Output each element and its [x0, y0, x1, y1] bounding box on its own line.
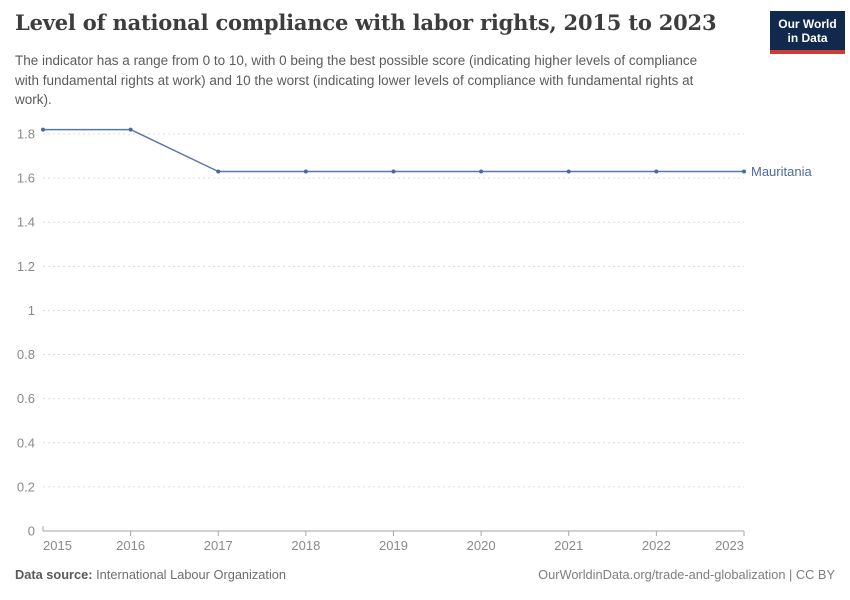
- data-source: Data source: International Labour Organi…: [15, 567, 286, 582]
- y-axis-tick-label: 1.2: [17, 259, 35, 274]
- y-axis-tick-label: 1.4: [17, 215, 35, 230]
- y-axis-tick-label: 0.8: [17, 347, 35, 362]
- data-point: [303, 169, 308, 174]
- data-point: [216, 169, 221, 174]
- x-axis-tick-label: 2017: [204, 538, 233, 553]
- x-axis-tick-label: 2016: [116, 538, 145, 553]
- y-axis-tick-label: 0.4: [17, 435, 35, 450]
- footer-license: OurWorldinData.org/trade-and-globalizati…: [538, 567, 835, 582]
- data-point: [41, 127, 45, 132]
- owid-logo-line2: in Data: [787, 31, 828, 45]
- series-label: Mauritania: [751, 164, 812, 179]
- chart-title: Level of national compliance with labor …: [15, 10, 717, 35]
- y-axis-tick-label: 0.2: [17, 479, 35, 494]
- data-point: [391, 169, 396, 174]
- x-axis-tick-label: 2023: [715, 538, 744, 553]
- chart-footer: Data source: International Labour Organi…: [15, 567, 835, 582]
- y-axis-tick-label: 0: [28, 524, 35, 539]
- data-point: [128, 127, 133, 132]
- owid-logo: Our World in Data: [770, 11, 845, 54]
- y-axis-tick-label: 1.6: [17, 171, 35, 186]
- y-axis-tick-label: 1.8: [17, 127, 35, 142]
- data-point: [654, 169, 659, 174]
- y-axis-tick-label: 0.6: [17, 391, 35, 406]
- x-axis-tick-label: 2018: [291, 538, 320, 553]
- x-axis-tick-label: 2020: [467, 538, 496, 553]
- x-axis-tick-label: 2015: [43, 538, 72, 553]
- owid-logo-line1: Our World: [778, 17, 837, 31]
- x-axis-tick-label: 2021: [554, 538, 583, 553]
- data-source-label: Data source:: [15, 567, 93, 582]
- data-point: [742, 169, 746, 174]
- data-point: [566, 169, 571, 174]
- y-axis-tick-label: 1: [28, 303, 35, 318]
- x-axis-tick-label: 2019: [379, 538, 408, 553]
- series-line-mauritania: [42, 128, 745, 173]
- data-point: [479, 169, 484, 174]
- x-axis-tick-label: 2022: [642, 538, 671, 553]
- data-source-value: International Labour Organization: [96, 567, 287, 582]
- chart-subtitle: The indicator has a range from 0 to 10, …: [15, 53, 698, 107]
